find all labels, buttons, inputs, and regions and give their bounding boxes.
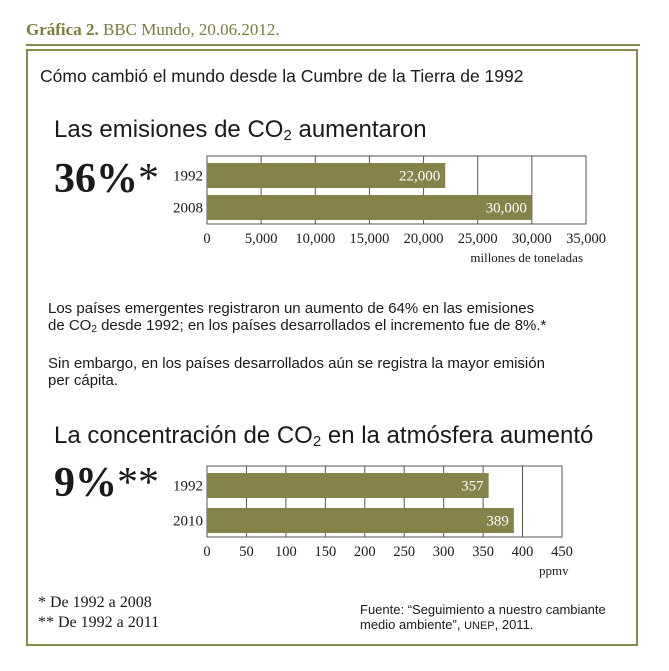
concentration-tick-label: 300 (433, 544, 455, 560)
emissions-heading-end: aumentaron (291, 116, 427, 143)
emissions-heading: Las emisiones de CO2 aumentaron (54, 116, 427, 144)
paragraph-percapita: Sin embargo, en los países desarrollados… (48, 355, 628, 389)
emissions-axis-label: millones de toneladas (470, 250, 583, 265)
emissions-chart: 0 5,000 10,000 15,000 20,000 25,000 30,000 35,0… (173, 155, 606, 265)
emissions-bar (207, 195, 532, 220)
concentration-heading-text: La concentración de CO (54, 422, 313, 449)
concentration-increase: 9%** (54, 462, 159, 504)
emissions-tick-label: 5,000 (245, 231, 278, 247)
source-org: UNEP (464, 620, 495, 632)
figure-title: Cómo cambió el mundo desde la Cumbre de … (40, 66, 524, 86)
paragraph-emerging-line2-sub: 2 (91, 324, 97, 335)
concentration-value-label: 357 (461, 479, 484, 495)
source-line2-end: , 2011. (494, 617, 534, 632)
paragraph-emerging-line2: de CO2 desde 1992; en los países desarro… (48, 317, 628, 338)
emissions-tick-label: 25,000 (458, 231, 498, 247)
footnote-1: * De 1992 a 2008 (38, 594, 152, 611)
emissions-heading-sub: 2 (283, 127, 292, 144)
paragraph-emerging-line2-end: desde 1992; en los países desarrollados … (96, 317, 547, 334)
paragraph-emerging-line1: Los países emergentes registraron un aum… (48, 300, 535, 317)
figure-frame (26, 49, 638, 646)
concentration-tick-label: 350 (472, 544, 494, 560)
emissions-category-label: 2008 (173, 201, 203, 217)
figure-header: Gráfica 2. BBC Mundo, 20.06.2012. (26, 20, 280, 40)
footnote-list: * De 1992 a 2008 ** De 1992 a 2011 (38, 593, 159, 633)
concentration-axis-label: ppmv (539, 563, 569, 578)
emissions-tick-label: 10,000 (295, 231, 335, 247)
concentration-value-label: 389 (486, 514, 509, 530)
concentration-chart: 0 50 100 150 200 250 300 350 400 450 1992 357 2010 38… (173, 465, 573, 578)
concentration-tick-label: 250 (393, 544, 415, 560)
emissions-tick-label: 35,000 (566, 231, 606, 247)
paragraph-emerging: Los países emergentes registraron un aum… (48, 300, 628, 338)
concentration-tick-label: 200 (354, 544, 376, 560)
emissions-value-label: 30,000 (486, 201, 527, 217)
emissions-bar (207, 163, 446, 188)
concentration-increase-mark: ** (117, 460, 159, 506)
concentration-heading: La concentración de CO2 en la atmósfera … (54, 422, 593, 450)
concentration-tick-label: 150 (314, 544, 336, 560)
paragraph-percapita-line2: per cápita. (48, 372, 119, 389)
emissions-tick-label: 15,000 (349, 231, 389, 247)
emissions-heading-text: Las emisiones de CO (54, 116, 284, 143)
figure-label: Gráfica 2. (26, 20, 99, 39)
concentration-heading-sub: 2 (312, 433, 322, 450)
concentration-tick-label: 50 (239, 544, 254, 560)
concentration-tick-label: 450 (551, 544, 573, 560)
source-note: Fuente: “Seguimiento a nuestro cambiante… (360, 602, 630, 634)
source-line1: Fuente: “Seguimiento a nuestro cambiante (360, 602, 606, 617)
concentration-category-label: 1992 (173, 479, 203, 495)
emissions-increase: 36%* (54, 158, 159, 200)
emissions-tick-label: 20,000 (404, 231, 444, 247)
concentration-heading-end: en la atmósfera aumentó (321, 422, 594, 449)
paragraph-emerging-line2-start: de CO (48, 317, 92, 334)
concentration-tick-label: 100 (275, 544, 297, 560)
concentration-tick-label: 400 (512, 544, 534, 560)
source-line2-start: medio ambiente”, (360, 617, 465, 632)
concentration-increase-value: 9% (54, 460, 117, 506)
source-line2: medio ambiente”, UNEP, 2011. (360, 617, 630, 634)
concentration-tick-label: 0 (203, 544, 210, 560)
emissions-plot-area (206, 155, 587, 225)
emissions-tick-label: 0 (203, 231, 210, 247)
paragraph-percapita-line1: Sin embargo, en los países desarrollados… (48, 355, 545, 372)
emissions-tick-label: 30,000 (512, 231, 552, 247)
concentration-bar (207, 508, 514, 533)
concentration-category-label: 2010 (173, 514, 203, 530)
emissions-increase-value: 36% (54, 156, 138, 202)
header-divider (26, 44, 640, 46)
figure-source: BBC Mundo, 20.06.2012. (102, 20, 280, 39)
footnote-2: ** De 1992 a 2011 (38, 614, 160, 631)
concentration-plot-area (206, 465, 563, 538)
emissions-value-label: 22,000 (399, 169, 440, 185)
concentration-bar (207, 473, 489, 498)
emissions-category-label: 1992 (173, 169, 203, 185)
emissions-increase-mark: * (138, 156, 159, 202)
